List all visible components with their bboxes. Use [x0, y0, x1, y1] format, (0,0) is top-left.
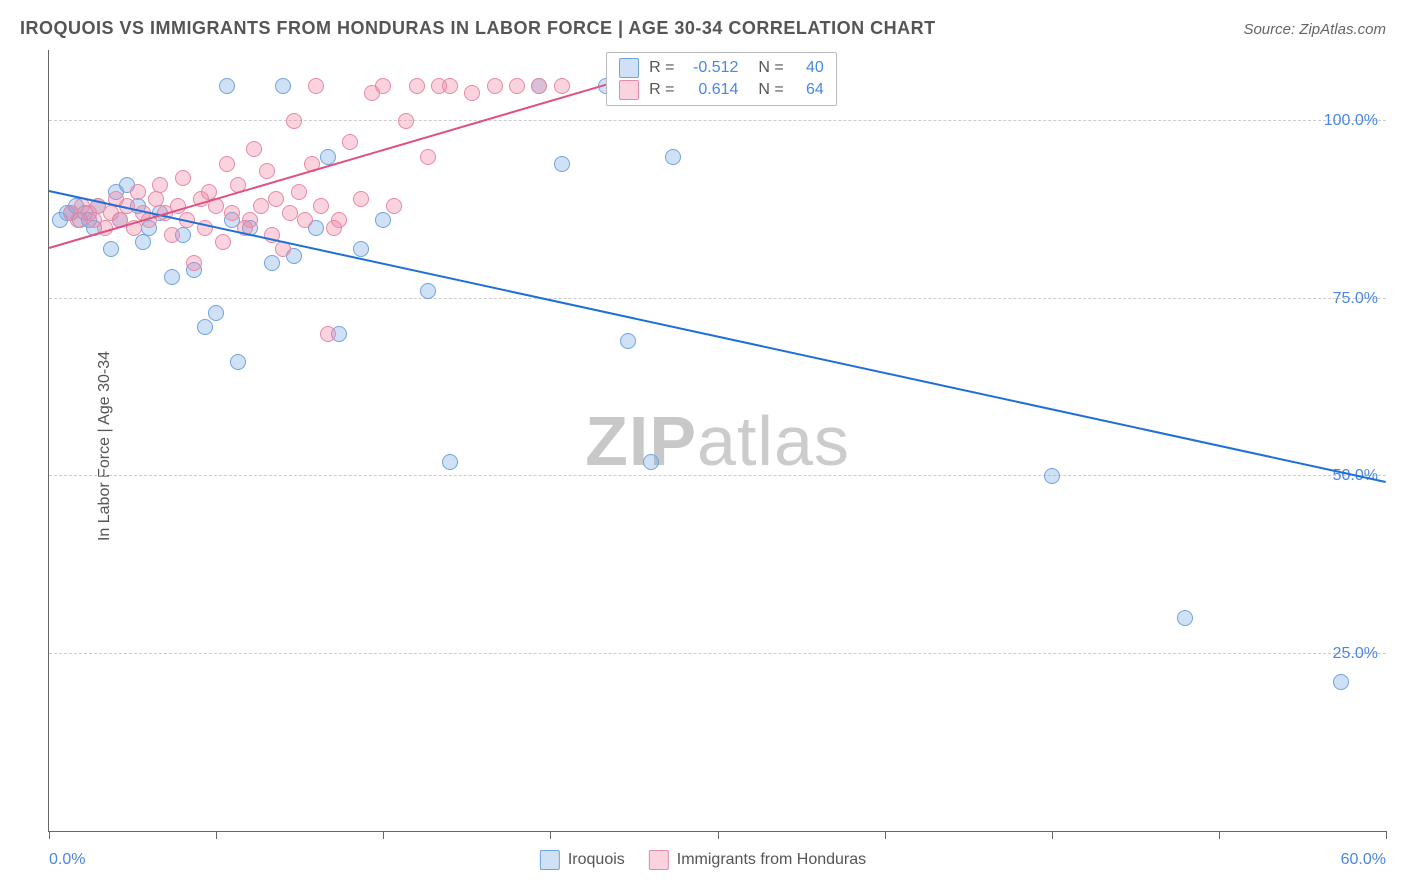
- ytick-label: 100.0%: [1324, 112, 1378, 130]
- data-point: [464, 85, 480, 101]
- data-point: [554, 78, 570, 94]
- data-point: [275, 78, 291, 94]
- data-point: [268, 191, 284, 207]
- trend-line: [49, 190, 1386, 483]
- xtick-label-right: 60.0%: [1341, 851, 1386, 869]
- data-point: [420, 149, 436, 165]
- xtick: [1219, 831, 1220, 839]
- xtick: [550, 831, 551, 839]
- data-point: [130, 184, 146, 200]
- data-point: [320, 326, 336, 342]
- data-point: [224, 205, 240, 221]
- chart-title: IROQUOIS VS IMMIGRANTS FROM HONDURAS IN …: [20, 18, 936, 39]
- data-point: [665, 149, 681, 165]
- data-point: [259, 163, 275, 179]
- legend-stats: R =-0.512N =40R =0.614N =64: [606, 52, 837, 106]
- data-point: [219, 78, 235, 94]
- data-point: [420, 283, 436, 299]
- data-point: [1044, 468, 1060, 484]
- data-point: [509, 78, 525, 94]
- data-point: [313, 198, 329, 214]
- legend-label: Iroquois: [568, 851, 625, 869]
- data-point: [1177, 610, 1193, 626]
- data-point: [331, 212, 347, 228]
- data-point: [442, 78, 458, 94]
- gridline: [49, 298, 1386, 299]
- data-point: [531, 78, 547, 94]
- xtick: [1052, 831, 1053, 839]
- data-point: [230, 354, 246, 370]
- data-point: [386, 198, 402, 214]
- ytick-label: 75.0%: [1333, 290, 1378, 308]
- chart-plot-area: ZIPatlas 25.0%50.0%75.0%100.0%0.0%60.0%R…: [48, 50, 1386, 832]
- data-point: [246, 141, 262, 157]
- data-point: [398, 113, 414, 129]
- data-point: [219, 156, 235, 172]
- data-point: [264, 255, 280, 271]
- xtick: [216, 831, 217, 839]
- xtick: [718, 831, 719, 839]
- data-point: [186, 255, 202, 271]
- data-point: [242, 212, 258, 228]
- data-point: [175, 170, 191, 186]
- data-point: [353, 241, 369, 257]
- source-attribution: Source: ZipAtlas.com: [1243, 21, 1386, 38]
- data-point: [342, 134, 358, 150]
- data-point: [253, 198, 269, 214]
- data-point: [208, 305, 224, 321]
- legend-stats-row: R =0.614N =64: [619, 80, 824, 100]
- swatch-icon: [619, 58, 639, 78]
- watermark-zip: ZIP: [585, 402, 697, 480]
- header: IROQUOIS VS IMMIGRANTS FROM HONDURAS IN …: [20, 18, 1386, 39]
- swatch-icon: [540, 850, 560, 870]
- data-point: [375, 78, 391, 94]
- data-point: [291, 184, 307, 200]
- legend-item-honduras: Immigrants from Honduras: [649, 850, 866, 870]
- xtick: [383, 831, 384, 839]
- data-point: [554, 156, 570, 172]
- data-point: [353, 191, 369, 207]
- xtick: [1386, 831, 1387, 839]
- watermark-atlas: atlas: [697, 402, 850, 480]
- legend-label: Immigrants from Honduras: [677, 851, 866, 869]
- data-point: [487, 78, 503, 94]
- data-point: [197, 319, 213, 335]
- swatch-icon: [619, 80, 639, 100]
- data-point: [215, 234, 231, 250]
- legend-stats-row: R =-0.512N =40: [619, 58, 824, 78]
- swatch-icon: [649, 850, 669, 870]
- data-point: [164, 269, 180, 285]
- data-point: [620, 333, 636, 349]
- data-point: [135, 234, 151, 250]
- data-point: [164, 227, 180, 243]
- data-point: [152, 177, 168, 193]
- gridline: [49, 653, 1386, 654]
- legend-bottom: Iroquois Immigrants from Honduras: [540, 850, 866, 870]
- data-point: [320, 149, 336, 165]
- legend-item-iroquois: Iroquois: [540, 850, 625, 870]
- data-point: [308, 78, 324, 94]
- data-point: [286, 113, 302, 129]
- xtick: [885, 831, 886, 839]
- gridline: [49, 120, 1386, 121]
- data-point: [442, 454, 458, 470]
- ytick-label: 25.0%: [1333, 645, 1378, 663]
- data-point: [297, 212, 313, 228]
- data-point: [1333, 674, 1349, 690]
- data-point: [103, 241, 119, 257]
- data-point: [282, 205, 298, 221]
- gridline: [49, 475, 1386, 476]
- data-point: [643, 454, 659, 470]
- data-point: [409, 78, 425, 94]
- xtick: [49, 831, 50, 839]
- watermark: ZIPatlas: [585, 401, 850, 481]
- data-point: [375, 212, 391, 228]
- xtick-label-left: 0.0%: [49, 851, 85, 869]
